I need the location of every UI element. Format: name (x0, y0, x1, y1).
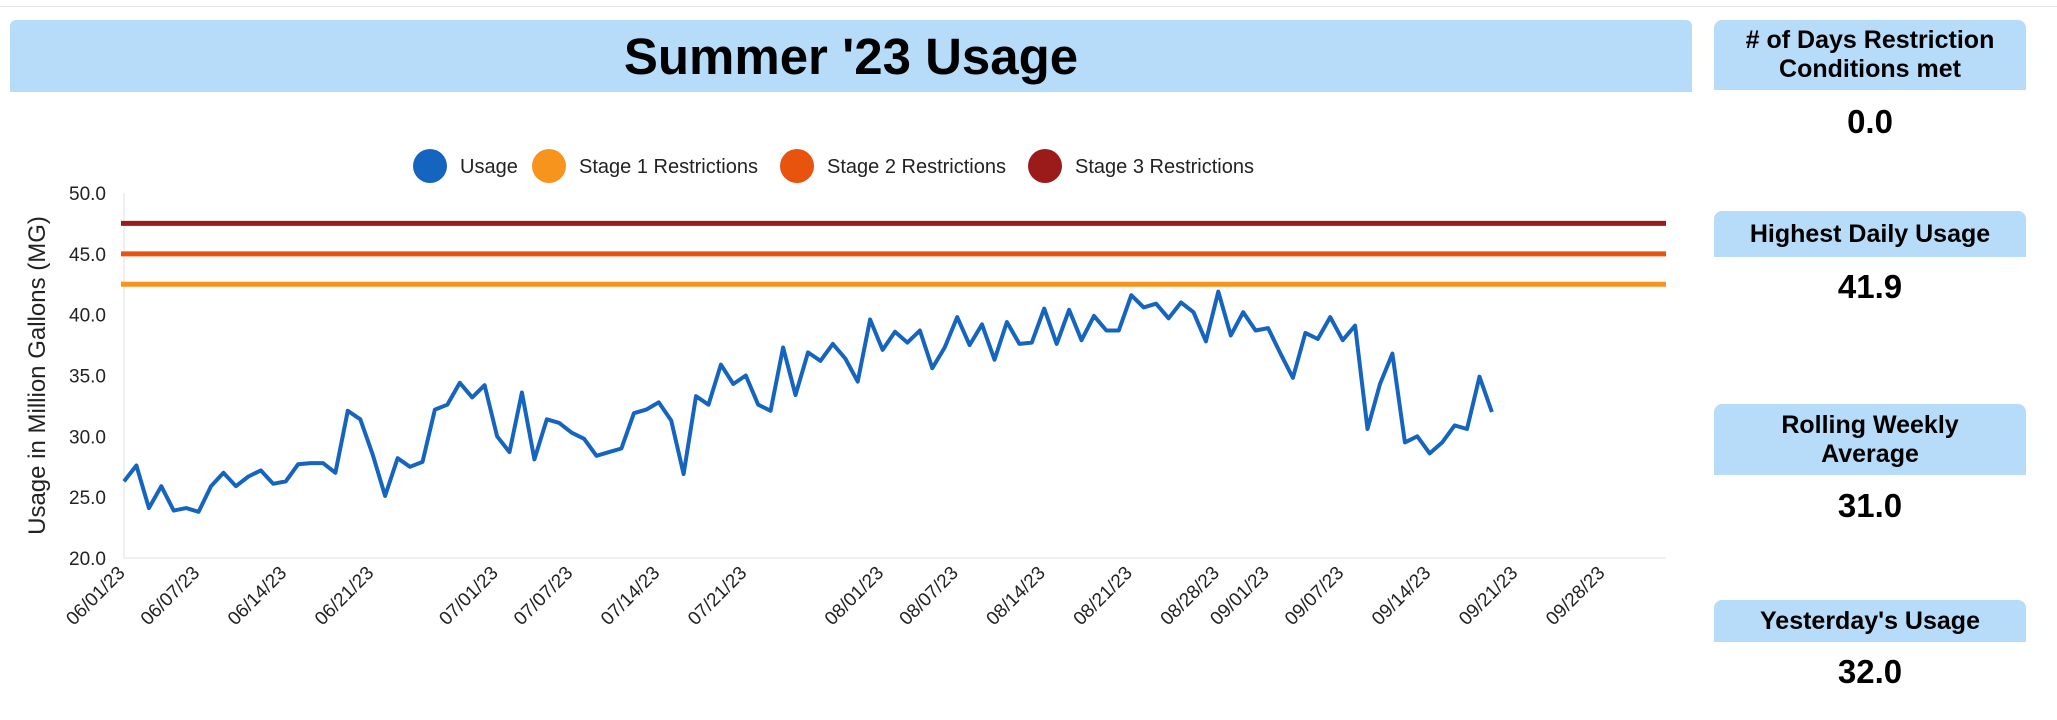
kpi-highest-usage-label: Highest Daily Usage (1749, 219, 1991, 248)
x-tick-label: 07/07/23 (510, 563, 577, 630)
y-tick-label: 25.0 (69, 488, 106, 509)
x-tick-label: 09/21/23 (1455, 563, 1522, 630)
usage-line-chart: 20.0 25.0 30.0 35.0 40.0 45.0 50.0 Usage in Mil… (24, 149, 1666, 630)
x-tick-label: 07/21/23 (684, 563, 751, 630)
x-tick-label: 06/21/23 (311, 563, 378, 630)
x-tick-label: 08/14/23 (983, 563, 1050, 630)
top-divider (0, 6, 2057, 7)
kpi-weekly-average-value: 31.0 (1837, 487, 1903, 524)
y-tick-label: 50.0 (69, 184, 106, 205)
kpi-restriction-days-header: # of Days Restriction Conditions met (1714, 20, 2026, 90)
kpi-highest-usage-value: 41.9 (1837, 268, 1903, 305)
legend-stage1-marker (532, 149, 566, 183)
y-tick-label: 35.0 (69, 367, 106, 388)
legend-stage2-label: Stage 2 Restrictions (827, 156, 1006, 178)
kpi-restriction-days-value: 0.0 (1847, 103, 1893, 140)
kpi-weekly-average-header: Rolling Weekly Average (1714, 404, 2026, 475)
kpi-yesterday-usage-label: Yesterday's Usage (1760, 606, 1980, 635)
legend-usage-marker (413, 149, 447, 183)
legend-usage-label: Usage (460, 156, 518, 178)
legend-stage3-marker (1028, 149, 1062, 183)
y-tick-label: 45.0 (69, 245, 106, 266)
y-axis-title: Usage in Million Gallons (MG) (24, 216, 51, 535)
y-tick-label: 30.0 (69, 427, 106, 448)
page-title: Summer '23 Usage (623, 27, 1079, 85)
x-tick-label: 09/14/23 (1368, 563, 1435, 630)
y-tick-label: 20.0 (69, 549, 106, 570)
x-tick-label: 06/14/23 (224, 563, 291, 630)
x-tick-label: 06/01/23 (62, 563, 129, 630)
title-banner: Summer '23 Usage (10, 20, 1692, 92)
x-tick-label: 09/28/23 (1542, 563, 1609, 630)
legend-stage3-label: Stage 3 Restrictions (1075, 156, 1254, 178)
legend-stage2-marker (780, 149, 814, 183)
x-tick-label: 08/21/23 (1070, 563, 1137, 630)
x-tick-label: 09/07/23 (1281, 563, 1348, 630)
x-tick-label: 08/07/23 (896, 563, 963, 630)
kpi-yesterday-usage-value: 32.0 (1837, 653, 1903, 690)
kpi-highest-usage-header: Highest Daily Usage (1714, 211, 2026, 257)
x-tick-label: 08/01/23 (821, 563, 888, 630)
kpi-weekly-average-label: Rolling Weekly Average (1781, 410, 1959, 468)
kpi-yesterday-usage-header: Yesterday's Usage (1714, 600, 2026, 642)
x-tick-label: 07/01/23 (435, 563, 502, 630)
y-tick-label: 40.0 (69, 306, 106, 327)
kpi-restriction-days-label: # of Days Restriction Conditions met (1745, 26, 1995, 83)
x-tick-label: 07/14/23 (597, 563, 664, 630)
x-tick-label: 06/07/23 (137, 563, 204, 630)
legend-stage1-label: Stage 1 Restrictions (579, 156, 758, 178)
usage-series-line (122, 289, 1494, 514)
